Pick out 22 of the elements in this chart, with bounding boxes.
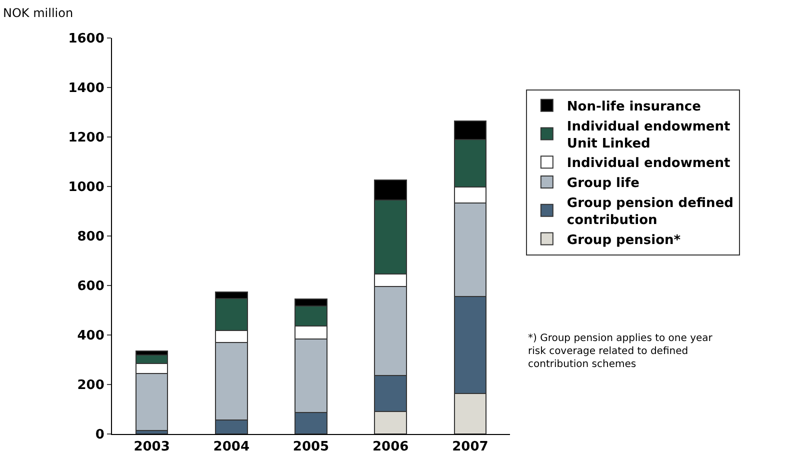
y-tick-label: 1600: [68, 32, 104, 47]
y-tick-label: 200: [77, 378, 104, 394]
y-tick-label: 0: [95, 428, 104, 443]
legend-label: Group pension defined contribution: [566, 196, 734, 228]
y-tick-label: 1400: [68, 81, 104, 96]
y-tick-label: 800: [77, 230, 104, 245]
x-tick-label: 2006: [372, 440, 409, 455]
legend-label: Non-life insurance: [566, 100, 702, 114]
legend-label: Group pension*: [566, 232, 681, 248]
y-axis-title: NOK million: [3, 6, 74, 20]
legend-label: Individual endowment Unit Linked: [566, 119, 730, 152]
text: *) Group pension applies to one year risk coverage related to defined contribution schemes: [528, 333, 714, 370]
x-tick-label: 2004: [213, 440, 250, 455]
x-tick-label: 2003: [134, 440, 170, 455]
y-tick-label: 1000: [68, 180, 104, 196]
legend-label: Group life: [566, 176, 640, 192]
y-tick-label: 400: [77, 328, 104, 344]
legend-label: Individual endowment: [566, 156, 730, 172]
y-tick-label: 600: [77, 279, 104, 294]
x-tick-label: 2005: [292, 440, 330, 455]
y-tick-label: 1200: [68, 130, 104, 146]
x-tick-label: 2007: [452, 440, 488, 455]
